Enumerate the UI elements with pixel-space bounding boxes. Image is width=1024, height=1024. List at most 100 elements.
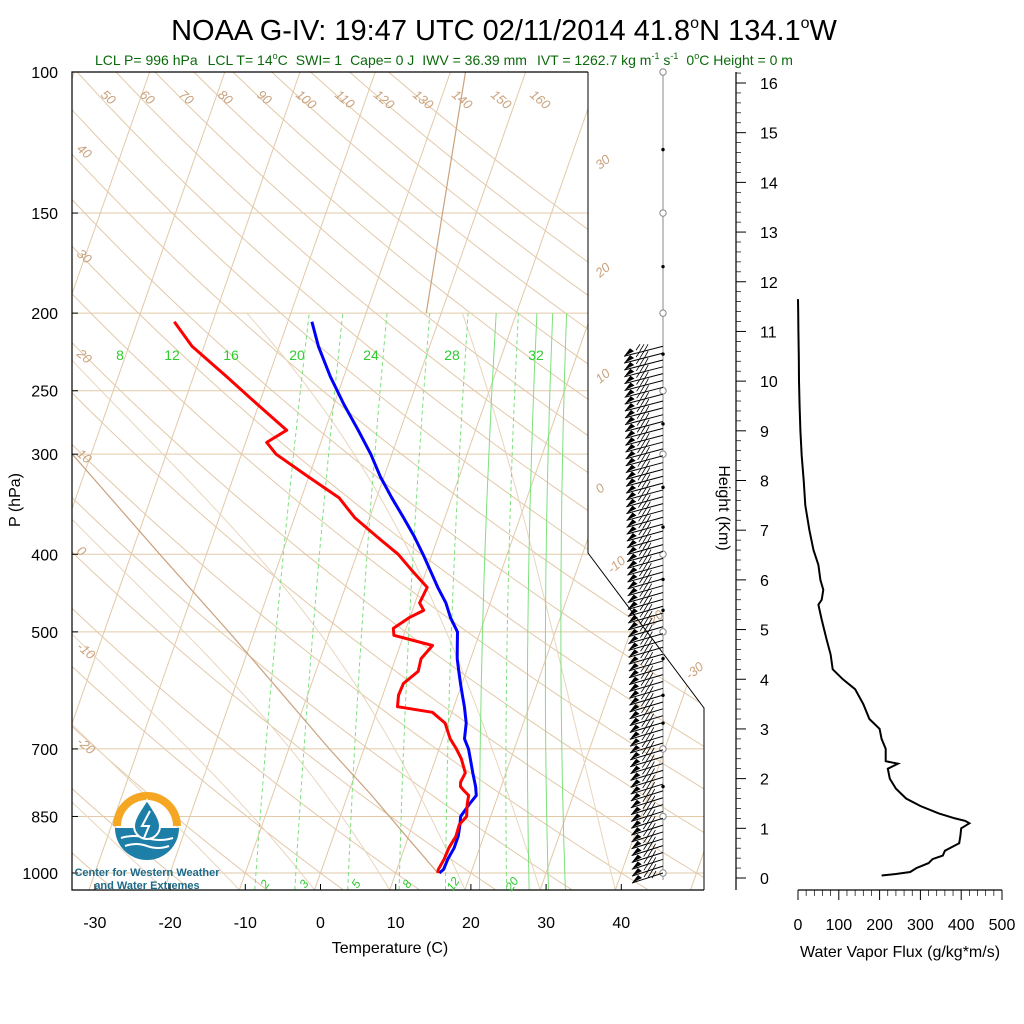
wind-barb-dot — [661, 577, 665, 582]
wind-barb-feather — [643, 344, 649, 352]
wind-barb-flag — [629, 703, 640, 712]
wind-barb-feather — [639, 576, 644, 584]
wind-barb-feather — [648, 686, 654, 694]
wind-barb-feather — [642, 809, 648, 816]
wind-barb-feather — [644, 658, 650, 666]
wind-barb-feather — [642, 501, 647, 509]
wind-barb-shaft — [625, 468, 664, 480]
wind-barb-feather — [637, 487, 643, 495]
skewt-background-labels: 50 60 70 80 90 100 110 120 130 140 150 160403020100… — [73, 87, 707, 894]
wind-barb-feather — [640, 651, 646, 659]
dry-adiabat-line — [72, 72, 704, 890]
wind-barb-flag — [630, 779, 641, 788]
wind-barb-dot — [661, 264, 665, 269]
wind-barb-shaft — [626, 496, 664, 508]
wind-barb-feather — [642, 542, 648, 550]
wind-barb-feather — [651, 843, 656, 852]
title-mid: N 134.1 — [699, 15, 801, 47]
wind-barb-feather — [645, 446, 650, 455]
wind-barb-feather — [645, 747, 651, 755]
pressure-tick-label: 850 — [31, 809, 58, 826]
wind-barb-flag — [628, 669, 639, 678]
wind-barb-shaft — [626, 503, 664, 515]
wind-barb-shaft — [628, 667, 664, 679]
wind-barb-feather — [639, 603, 645, 611]
wind-barb-feather — [641, 747, 647, 755]
wind-barb-shaft — [625, 475, 664, 487]
wind-barb-level-circle — [659, 309, 667, 317]
figure-subtitle: LCL P= 996 hPa LCL T= 14oC SWI= 1 Cape= 0 J… — [95, 51, 793, 68]
wind-barb-feather — [644, 412, 650, 421]
wind-barb-feather — [636, 412, 642, 419]
dry-adiabat-line — [154, 72, 704, 890]
wind-barb-feather — [642, 795, 648, 802]
wind-barb-feather — [648, 679, 654, 687]
wind-barb-feather — [644, 405, 650, 414]
wind-barb-feather — [647, 576, 652, 585]
wind-barb-feather — [641, 460, 647, 468]
wind-barb-flag — [626, 539, 637, 548]
moist-adiabat-line — [72, 312, 466, 890]
wind-barb-feather — [640, 398, 646, 406]
wind-barb-feather — [646, 795, 652, 803]
wind-barb-feather — [640, 631, 645, 638]
wind-barb-flag — [624, 361, 635, 370]
dry-adiabat-label: 40 — [74, 141, 95, 162]
temperature-tick-label: 30 — [537, 915, 555, 932]
wind-barb-flag — [631, 820, 642, 829]
subtitle-ivt-exp1: -1 — [651, 51, 659, 61]
wind-barb-feather — [648, 672, 654, 681]
wind-barb-feather — [643, 850, 649, 857]
height-tick-label: 5 — [760, 623, 769, 640]
wind-barb-flag — [631, 868, 642, 877]
wind-barb-feather — [647, 850, 653, 858]
wind-barb-feather — [647, 617, 653, 626]
moist-adiabat-line — [72, 312, 315, 890]
wind-barb-feather — [643, 836, 648, 844]
title-end: W — [810, 15, 838, 47]
wind-barb-dot — [661, 352, 665, 356]
title-lon-degree: o — [801, 15, 810, 32]
flux-tick-label: 0 — [794, 917, 803, 934]
wind-barb-shaft — [627, 564, 664, 576]
skewt-profiles — [173, 320, 478, 875]
wind-barb-shaft — [625, 441, 664, 453]
flux-profile-line — [797, 299, 972, 877]
wind-barb-feather — [643, 583, 648, 591]
wind-barb-feather — [640, 371, 645, 379]
wind-barb-flag — [632, 875, 642, 883]
wind-barb-dot — [661, 608, 665, 613]
wind-barb-shaft — [628, 653, 664, 665]
wind-barb-feather — [642, 775, 647, 782]
wind-barb-feather — [645, 487, 651, 496]
skewt-frame-right-edge — [587, 72, 705, 890]
wind-barb-feather — [642, 508, 647, 516]
wind-barb-flag — [626, 505, 637, 514]
wind-barb-feather — [643, 617, 649, 625]
wind-barb-shaft — [629, 701, 664, 713]
wind-barb-dot — [661, 784, 665, 789]
moist-adiabat-line — [246, 312, 541, 890]
wind-barb-flag — [630, 751, 641, 760]
wind-barb-feather — [645, 754, 651, 762]
logo-drop-icon — [132, 798, 162, 840]
wind-barb-feather — [637, 467, 643, 474]
flux-tick-label: 300 — [907, 917, 934, 934]
mixing-ratio-label: 12 — [443, 874, 462, 893]
wind-barb-feather — [648, 665, 654, 674]
wind-barb-flag — [625, 437, 636, 446]
mixing-ratio-label: 32 — [528, 347, 544, 363]
wind-barb-feather — [644, 378, 649, 386]
wind-barb-shaft — [623, 345, 664, 357]
wind-barb-flag — [624, 355, 635, 364]
wind-barb-feather — [649, 727, 655, 735]
wind-barb-feather — [643, 843, 648, 850]
flux-tick-label: 400 — [948, 917, 975, 934]
isotherm-line — [690, 72, 704, 890]
wind-barb-feather — [636, 419, 642, 426]
wind-barb-feather — [641, 740, 647, 748]
wind-barb-flag — [625, 430, 636, 439]
moist-adiabat-label: 20 — [592, 259, 614, 281]
height-tick-label: 16 — [760, 76, 778, 93]
